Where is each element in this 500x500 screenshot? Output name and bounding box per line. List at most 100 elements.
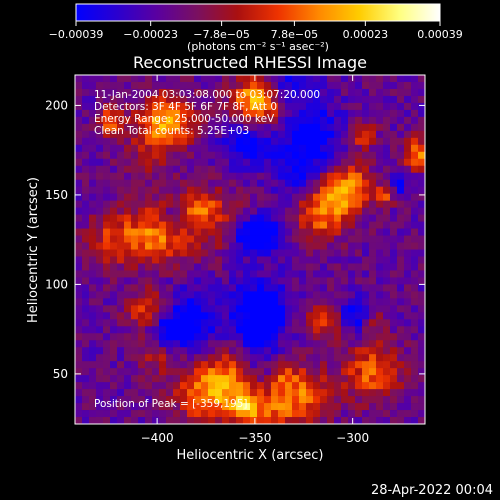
heatmap-cell	[271, 137, 279, 146]
heatmap-cell	[243, 81, 251, 90]
heatmap-cell	[313, 81, 321, 90]
heatmap-cell	[243, 221, 251, 229]
heatmap-cell	[313, 312, 321, 320]
heatmap-cell	[341, 291, 349, 299]
heatmap-cell	[313, 144, 321, 153]
heatmap-cell	[180, 179, 188, 188]
heatmap-cell	[271, 186, 279, 195]
heatmap-cell	[215, 228, 223, 236]
heatmap-cell	[250, 81, 258, 90]
heatmap-cell	[383, 291, 391, 299]
heatmap-cell	[173, 284, 181, 292]
heatmap-cell	[103, 186, 111, 195]
heatmap-cell	[250, 102, 258, 111]
heatmap-cell	[369, 214, 377, 222]
heatmap-cell	[355, 361, 363, 369]
heatmap-cell	[103, 270, 111, 278]
heatmap-cell	[89, 165, 97, 174]
heatmap-cell	[376, 116, 384, 125]
heatmap-cell	[411, 200, 419, 209]
heatmap-cell	[299, 144, 307, 153]
heatmap-cell	[264, 179, 272, 188]
heatmap-cell	[397, 75, 405, 83]
heatmap-cell	[320, 354, 328, 362]
heatmap-cell	[215, 270, 223, 278]
heatmap-cell	[418, 81, 426, 90]
heatmap-cell	[194, 417, 202, 425]
heatmap-cell	[75, 312, 83, 320]
heatmap-cell	[250, 298, 258, 306]
heatmap-cell	[215, 151, 223, 160]
heatmap-cell	[124, 200, 132, 209]
heatmap-cell	[355, 382, 363, 390]
y-axis-title: Heliocentric Y (arcsec)	[26, 177, 41, 323]
heatmap-cell	[229, 403, 237, 411]
heatmap-cell	[110, 88, 118, 97]
heatmap-cell	[292, 312, 300, 320]
heatmap-cell	[110, 249, 118, 257]
heatmap-cell	[222, 144, 230, 153]
heatmap-cell	[187, 88, 195, 97]
heatmap-cell	[229, 172, 237, 181]
heatmap-cell	[348, 284, 356, 292]
heatmap-cell	[194, 221, 202, 229]
heatmap-cell	[145, 75, 153, 83]
heatmap-cell	[208, 305, 216, 313]
heatmap-cell	[390, 200, 398, 209]
heatmap-cell	[341, 130, 349, 139]
heatmap-cell	[418, 340, 426, 348]
heatmap-cell	[103, 277, 111, 285]
heatmap-cell	[166, 340, 174, 348]
annotation-peak-position: Position of Peak = [-359,195]	[94, 398, 248, 410]
heatmap-cell	[96, 200, 104, 209]
heatmap-cell	[215, 340, 223, 348]
heatmap-cell	[397, 319, 405, 327]
heatmap-cell	[201, 207, 209, 215]
heatmap-cell	[117, 389, 125, 397]
heatmap-cell	[208, 88, 216, 97]
heatmap-cell	[96, 361, 104, 369]
heatmap-cell	[285, 116, 293, 125]
heatmap-cell	[376, 151, 384, 160]
heatmap-cell	[250, 347, 258, 355]
heatmap-cell	[201, 263, 209, 271]
heatmap-cell	[75, 319, 83, 327]
heatmap-cell	[75, 361, 83, 369]
heatmap-cell	[369, 235, 377, 243]
heatmap-cell	[117, 277, 125, 285]
heatmap-cell	[418, 144, 426, 153]
heatmap-cell	[89, 368, 97, 376]
heatmap-cell	[306, 417, 314, 425]
heatmap-cell	[180, 123, 188, 132]
heatmap-cell	[215, 326, 223, 334]
heatmap-cell	[243, 354, 251, 362]
heatmap-cell	[271, 158, 279, 167]
heatmap-cell	[236, 291, 244, 299]
heatmap-cell	[236, 130, 244, 139]
heatmap-cell	[89, 144, 97, 153]
heatmap-cell	[194, 319, 202, 327]
heatmap-cell	[390, 165, 398, 174]
heatmap-cell	[145, 277, 153, 285]
heatmap-cell	[229, 298, 237, 306]
heatmap-cell	[117, 200, 125, 209]
heatmap-cell	[180, 193, 188, 202]
heatmap-cell	[103, 326, 111, 334]
heatmap-cell	[89, 340, 97, 348]
heatmap-cell	[383, 144, 391, 153]
heatmap-cell	[173, 277, 181, 285]
heatmap-cell	[117, 305, 125, 313]
heatmap-cell	[376, 137, 384, 146]
heatmap-cell	[208, 242, 216, 250]
heatmap-cell	[166, 116, 174, 125]
heatmap-cell	[376, 186, 384, 195]
heatmap-cell	[271, 298, 279, 306]
heatmap-cell	[404, 417, 412, 425]
heatmap-cell	[271, 319, 279, 327]
heatmap-cell	[390, 256, 398, 264]
heatmap-cell	[404, 144, 412, 153]
heatmap-cell	[369, 305, 377, 313]
heatmap-cell	[145, 214, 153, 222]
heatmap-cell	[348, 228, 356, 236]
heatmap-cell	[327, 186, 335, 195]
